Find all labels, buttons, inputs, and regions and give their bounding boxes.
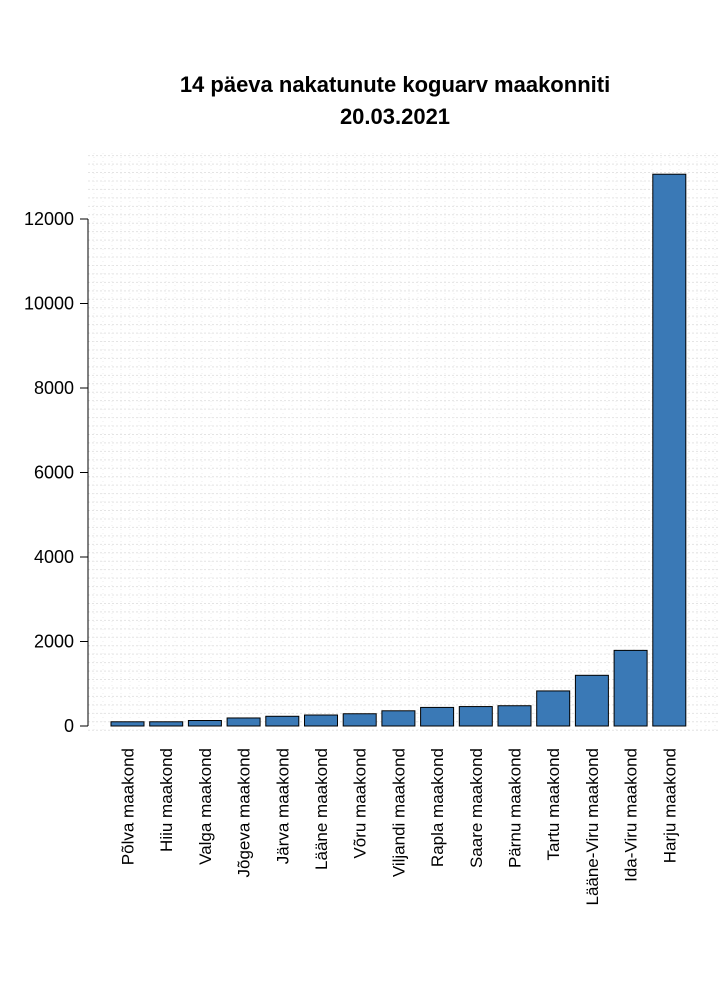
bar-11	[497, 705, 532, 727]
x-tick-label: Valga maakond	[196, 748, 215, 865]
x-tick-label: Viljandi maakond	[389, 748, 408, 877]
bar-2	[149, 721, 184, 727]
bar-15	[652, 173, 687, 727]
grid	[88, 153, 720, 732]
x-tick-label: Harju maakond	[660, 748, 679, 863]
x-tick-label: Järva maakond	[273, 748, 292, 864]
bar-3	[187, 720, 222, 727]
bar-7	[342, 713, 377, 727]
x-tick-label: Lääne-Viru maakond	[583, 748, 602, 906]
x-tick-label: Põlva maakond	[119, 748, 138, 865]
chart-subtitle: 20.03.2021	[339, 104, 451, 129]
x-tick-label: Rapla maakond	[428, 748, 447, 867]
bar-8	[381, 710, 416, 727]
bar-12	[536, 690, 571, 727]
bar-9	[420, 706, 455, 727]
x-tick-label: Hiiu maakond	[157, 748, 176, 852]
bar-10	[458, 706, 493, 727]
y-axis: 0 2000 4000 6000 8000 10000 12000	[24, 209, 89, 736]
bar-14	[613, 649, 648, 727]
x-tick-label: Jõgeva maakond	[235, 748, 254, 877]
y-tick-label: 4000	[34, 547, 74, 567]
y-tick-label: 8000	[34, 378, 74, 398]
chart-title: 14 päeva nakatunute koguarv maakonniti	[179, 72, 611, 97]
x-tick-label: Saare maakond	[467, 748, 486, 868]
x-tick-label: Tartu maakond	[544, 748, 563, 860]
y-tick-label: 12000	[24, 209, 74, 229]
x-axis-labels: Põlva maakond Hiiu maakond Valga maakond Jõ…	[119, 748, 680, 906]
x-tick-label: Ida-Viru maakond	[622, 748, 641, 882]
bar-1	[110, 721, 145, 727]
x-tick-label: Lääne maakond	[312, 748, 331, 870]
y-tick-label: 10000	[24, 294, 74, 314]
bars	[110, 173, 687, 727]
x-tick-label: Pärnu maakond	[506, 748, 525, 868]
y-tick-label: 2000	[34, 632, 74, 652]
x-tick-label: Võru maakond	[351, 748, 370, 859]
bar-4	[226, 717, 261, 727]
bar-13	[574, 674, 609, 727]
y-tick-label: 6000	[34, 463, 74, 483]
bar-5	[265, 715, 300, 727]
y-tick-label: 0	[64, 716, 74, 736]
bar-6	[304, 714, 338, 727]
